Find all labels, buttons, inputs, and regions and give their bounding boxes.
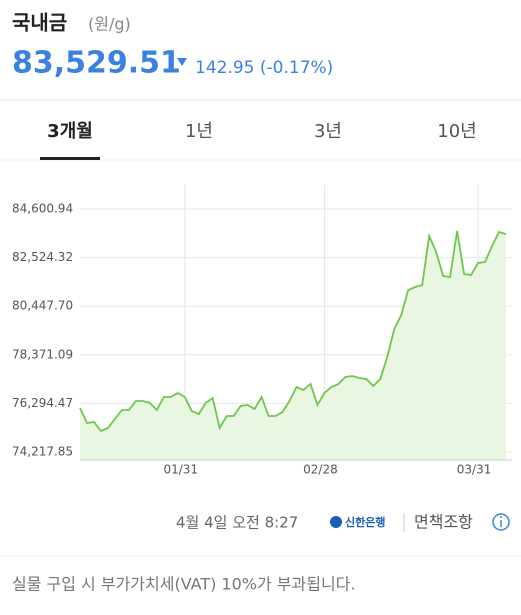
tabs: 3개월 1년 3년 10년 bbox=[47, 121, 477, 142]
y-tick-label: 76,294.47 bbox=[12, 396, 73, 410]
y-tick-label: 80,447.70 bbox=[12, 299, 73, 313]
bank-logo bbox=[330, 516, 342, 528]
unit: (원/g) bbox=[88, 15, 131, 34]
x-tick-label: 02/28 bbox=[303, 463, 338, 477]
chart: 01/31 02/28 03/31 74,217.85 76,294.47 78,371.… bbox=[12, 185, 512, 477]
tab[interactable]: 10년 bbox=[437, 121, 476, 142]
y-tick-label: 78,371.09 bbox=[12, 347, 73, 361]
tab-indicator bbox=[40, 157, 100, 160]
x-tick-label: 01/31 bbox=[163, 463, 198, 477]
area bbox=[80, 230, 506, 460]
y-tick-label: 74,217.85 bbox=[12, 444, 73, 458]
tab[interactable]: 1년 bbox=[185, 121, 213, 142]
y-tick-label: 84,600.94 bbox=[12, 201, 73, 215]
down-arrow bbox=[177, 58, 187, 66]
vat-note: 실물 구입 시 부가가치세(VAT) 10%가 부과됩니다. bbox=[12, 575, 355, 594]
x-tick-label: 03/31 bbox=[457, 463, 492, 477]
info-icon-dot bbox=[500, 516, 502, 518]
title: 국내금 bbox=[12, 11, 67, 35]
y-tick-label: 82,524.32 bbox=[12, 250, 73, 264]
tab[interactable]: 3년 bbox=[314, 121, 342, 142]
disclaimer[interactable]: 면책조항 bbox=[414, 513, 473, 532]
bank-name: 신한은행 bbox=[345, 515, 385, 529]
tab[interactable]: 3개월 bbox=[47, 121, 93, 142]
change: 142.95 (-0.17%) bbox=[195, 58, 333, 78]
line bbox=[79, 230, 507, 433]
update-time: 4월 4일 오전 8:27 bbox=[176, 514, 298, 532]
info-icon[interactable] bbox=[492, 513, 510, 531]
price: 83,529.51 bbox=[12, 46, 181, 81]
